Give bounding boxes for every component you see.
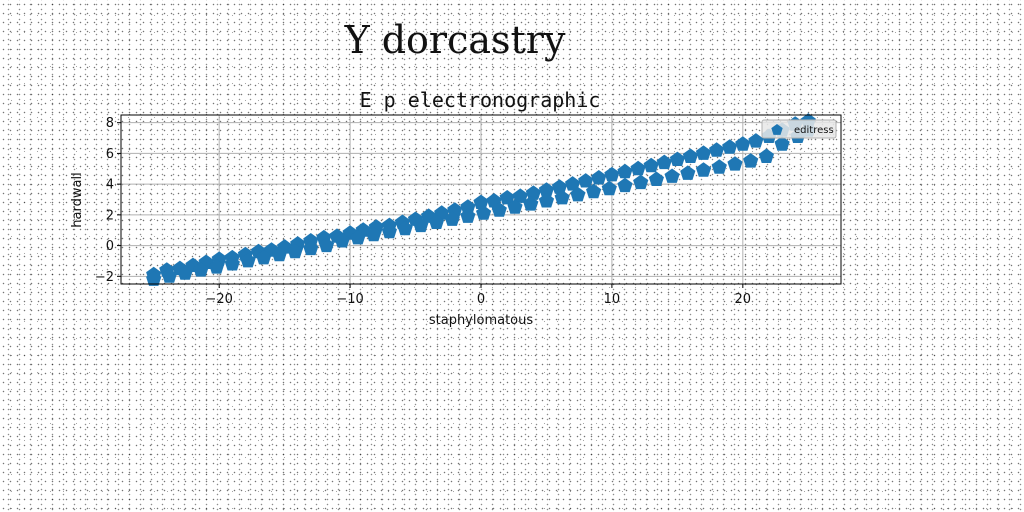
- x-tick-label: 20: [735, 292, 752, 307]
- x-tick-label: −10: [336, 292, 363, 307]
- x-tick-label: 0: [477, 292, 485, 307]
- data-point: [460, 199, 476, 214]
- data-point: [735, 136, 751, 151]
- data-point: [722, 139, 738, 154]
- y-tick-label: 0: [106, 239, 114, 254]
- data-point: [551, 179, 568, 194]
- y-tick-label: −2: [95, 270, 114, 285]
- data-point: [523, 196, 539, 211]
- data-point: [680, 165, 696, 180]
- data-point: [601, 180, 617, 196]
- data-point: [591, 170, 607, 185]
- data-point: [709, 142, 725, 157]
- data-point: [161, 268, 177, 283]
- data-point: [428, 214, 445, 229]
- x-tick-label: 10: [604, 292, 621, 307]
- data-point: [525, 185, 541, 200]
- y-tick-label: 8: [106, 116, 114, 131]
- data-point: [604, 166, 620, 182]
- y-tick-label: 2: [106, 208, 114, 223]
- y-axis-label: hardwall: [70, 172, 85, 227]
- axes-title: E p electronographic: [360, 88, 601, 112]
- x-axis-label: staphylomatous: [429, 313, 534, 328]
- data-point: [476, 205, 492, 220]
- data-point: [318, 237, 335, 253]
- data-point: [177, 265, 193, 280]
- data-point: [366, 226, 382, 242]
- figure-suptitle: Y dorcastry: [344, 18, 566, 62]
- data-point: [303, 240, 319, 256]
- data-point: [538, 182, 555, 197]
- data-point: [664, 168, 680, 183]
- data-point: [491, 202, 507, 217]
- y-tick-label: 6: [106, 147, 114, 162]
- data-point: [381, 223, 397, 239]
- data-point: [695, 162, 712, 177]
- data-point: [224, 256, 240, 271]
- data-point: [271, 246, 287, 262]
- data-point: [444, 211, 460, 226]
- data-point: [758, 148, 774, 163]
- data-point: [565, 176, 581, 191]
- data-point: [287, 243, 303, 259]
- data-point: [586, 183, 602, 199]
- data-point: [617, 163, 633, 179]
- data-point: [193, 262, 209, 277]
- data-point: [669, 151, 685, 166]
- data-point: [350, 229, 366, 245]
- data-point: [240, 253, 256, 268]
- y-tick-label: 4: [106, 178, 114, 193]
- data-point: [554, 190, 570, 205]
- data-point: [146, 271, 162, 286]
- data-point: [743, 153, 759, 168]
- data-point: [538, 193, 555, 208]
- data-point: [570, 186, 586, 202]
- data-point: [209, 259, 225, 274]
- data-point: [499, 190, 515, 205]
- data-point: [334, 233, 350, 248]
- data-point: [727, 156, 743, 171]
- data-point: [643, 157, 659, 173]
- data-point: [748, 133, 764, 148]
- data-point: [648, 171, 664, 186]
- data-point: [512, 188, 528, 203]
- data-point: [630, 160, 646, 176]
- data-point: [507, 199, 523, 214]
- data-point: [617, 177, 633, 193]
- data-point: [256, 249, 272, 265]
- data-point: [695, 145, 712, 160]
- data-point: [473, 194, 489, 209]
- legend-label: editress: [794, 125, 834, 136]
- data-point: [633, 174, 649, 190]
- data-point: [711, 159, 727, 174]
- legend-marker-pentagon-icon: [771, 124, 783, 135]
- data-point: [397, 220, 413, 236]
- data-point: [656, 154, 672, 170]
- data-point: [682, 148, 699, 163]
- x-tick-label: −20: [205, 292, 232, 307]
- data-point: [578, 173, 594, 188]
- data-point: [460, 208, 476, 223]
- data-point: [413, 217, 429, 233]
- legend: editress: [761, 119, 837, 139]
- data-points: [146, 113, 816, 286]
- data-point: [774, 136, 790, 151]
